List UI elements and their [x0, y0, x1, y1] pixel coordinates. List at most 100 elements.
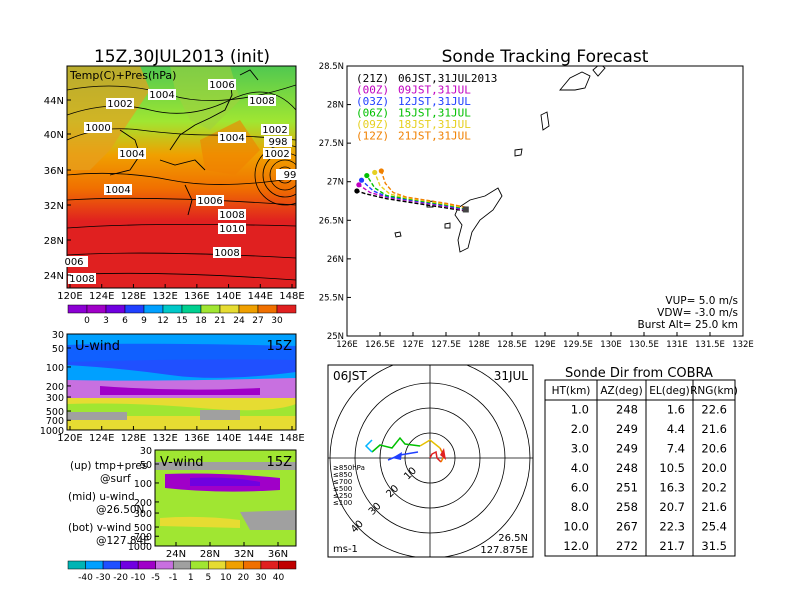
lon-tick-label: 130.5E: [629, 340, 659, 350]
temp-colorbar-cell: [86, 304, 107, 314]
table-header-cell: AZ(deg): [600, 385, 642, 397]
lon-tick-label: 132E: [732, 340, 754, 350]
temp-colorbar-label: 27: [252, 316, 263, 326]
lat-tick-label: 32N: [44, 201, 64, 212]
uwind-field: [67, 334, 296, 430]
lat-tick-label: 28N: [327, 101, 344, 111]
track-line: [356, 190, 466, 212]
temp-colorbar-cell: [67, 304, 88, 314]
isobar-label: 99: [284, 170, 297, 181]
track-lines: [354, 168, 469, 213]
level-legend-item: ≤100: [333, 499, 352, 507]
uwind-time: 15Z: [267, 339, 293, 354]
lon-tick-label: 128E: [121, 291, 146, 302]
table-cell: 248: [616, 402, 638, 416]
temp-colorbar-cell: [124, 304, 145, 314]
vwind-field: [155, 450, 296, 546]
table-cell: 272: [616, 539, 638, 553]
note-up-2: @surf: [100, 473, 131, 485]
isobar-label-bg: [106, 98, 134, 109]
isobar-label: 1010: [219, 224, 244, 235]
table-frame: [544, 379, 736, 557]
lon-tick-label: 144E: [248, 291, 273, 302]
isobar-label-bg: [213, 247, 241, 258]
isobar-label: 1002: [264, 149, 289, 160]
temp-colorbar-cell: [219, 304, 240, 314]
lat-tick-label: 24N: [166, 549, 186, 560]
level-legend-item: ≤250: [333, 492, 352, 500]
temp-colorbar-cell: [238, 304, 259, 314]
isobar-label-bg: [196, 195, 224, 206]
isobar-label: 1004: [119, 149, 144, 160]
temp-colorbar-label: 12: [157, 316, 168, 326]
burst-point: [354, 188, 360, 194]
temp-colorbar-label: 9: [141, 316, 147, 326]
tracking-lon-ticks: 126E 126.5E 127E 127.5E 128E 128.5E 129E 129.5E…: [336, 332, 754, 350]
table-cell: 267: [616, 519, 638, 533]
wind-colorbar-cell: [120, 560, 139, 570]
temp-colorbar-cell: [143, 304, 164, 314]
level-legend-item: ≤500: [333, 485, 352, 493]
table-cell: 21.6: [701, 422, 727, 436]
lat-tick-label: 28N: [44, 236, 64, 247]
table-cell: 31.5: [701, 539, 727, 553]
isobar-label-bg: [68, 273, 96, 284]
burst-point: [364, 172, 370, 179]
wind-colorbar-cell: [67, 560, 86, 570]
isobar-label-bg: [263, 148, 291, 159]
lon-tick-label: 130E: [600, 340, 622, 350]
lat-tick-label: 36N: [44, 166, 64, 177]
lon-tick-label: 128E: [468, 340, 490, 350]
lat-tick-label: 32N: [234, 549, 254, 560]
pres-tick-label: 200: [134, 498, 152, 509]
lat-tick-label: 36N: [268, 549, 288, 560]
track-line: [366, 175, 466, 210]
isobar-label: 1004: [105, 185, 130, 196]
table-cell: 1.6: [667, 402, 685, 416]
run-time: 21JST,31JUL: [398, 130, 471, 143]
temp-colorbar-cell: [257, 304, 278, 314]
wind-colorbar-label: 40: [273, 573, 285, 583]
isobar-label: 1002: [262, 125, 287, 136]
temp-colorbar-label: 30: [271, 316, 283, 326]
polar-lat: 26.5N: [498, 533, 528, 544]
temp-colorbar-label: 15: [176, 316, 187, 326]
launch-point: [462, 206, 469, 213]
table-cell: 20.7: [659, 500, 685, 514]
pres-tick-label: 500: [134, 523, 152, 534]
isobar-label-bg: [148, 89, 176, 100]
lon-tick-label: 126.5E: [365, 340, 395, 350]
table-cell: 248: [616, 461, 638, 475]
run-code: (00Z): [356, 84, 389, 97]
track-line: [374, 172, 466, 209]
pres-tick-label: 700: [134, 532, 152, 543]
temp-colorbar-label: 6: [122, 316, 128, 326]
isobar-label-bg: [264, 136, 292, 147]
temp-label: Temp(C)+Pres(hPa): [69, 69, 176, 82]
table-cell: 1.0: [571, 402, 589, 416]
pres-tick-label: 30: [52, 330, 64, 341]
isobar-label: 1004: [219, 133, 244, 144]
table-cell: 12.0: [563, 539, 589, 553]
wind-colorbar-cell: [278, 560, 297, 570]
table-cell: 25.4: [701, 519, 727, 533]
pres-tick-label: 1000: [128, 542, 152, 553]
table-header-cell: RNG(km): [690, 385, 738, 397]
table-cell: 3.0: [571, 441, 589, 455]
table-cell: 258: [616, 500, 638, 514]
wind-colorbar-cell: [225, 560, 244, 570]
lon-tick-label: 132E: [152, 291, 177, 302]
isobar-label-bg: [104, 184, 132, 195]
isobar-label: 1008: [219, 210, 244, 221]
level-legend-item: ≥850hPa: [333, 464, 365, 472]
wind-colorbar-label: -40: [78, 573, 93, 583]
table-cell: 2.0: [571, 422, 589, 436]
note-bot-1: (bot) v-wind: [68, 522, 131, 534]
polar-frame: [327, 364, 534, 558]
burst-point: [372, 169, 378, 176]
ring-label: 10: [402, 466, 419, 483]
lon-tick-label: 126E: [336, 340, 358, 350]
lon-tick-label: 131.5E: [695, 340, 725, 350]
wind-colorbar-label: 10: [220, 573, 232, 583]
